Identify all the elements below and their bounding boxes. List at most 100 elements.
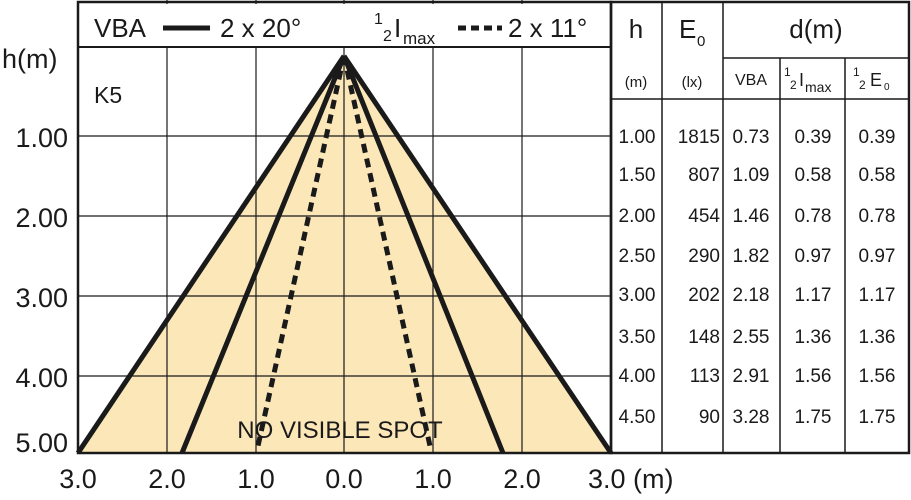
- table-sub-half-i-den: 2: [790, 78, 797, 92]
- cell-e0: 148: [688, 327, 720, 348]
- cell-vba: 2.18: [733, 285, 770, 306]
- table-sub-half-e-base: E: [870, 70, 882, 90]
- table-sub-vba: VBA: [735, 72, 767, 89]
- cell-half-i: 0.97: [795, 246, 832, 267]
- table-sub-half-e-den: 2: [859, 78, 866, 92]
- cell-half-i: 0.39: [795, 127, 832, 148]
- cell-vba: 1.82: [733, 246, 770, 267]
- legend-vba-label: VBA: [94, 13, 147, 43]
- cell-h: 3.50: [619, 327, 656, 348]
- table-row: 2.00 454 1.46 0.78 0.78: [619, 206, 896, 227]
- cell-half-i: 0.78: [795, 206, 832, 227]
- table-frame: [609, 0, 911, 455]
- beam-cones: [75, 0, 614, 455]
- y-tick-label: 3.00: [15, 283, 68, 313]
- half-imax-beam-right: [341, 55, 433, 447]
- x-tick-label: 2.0: [148, 464, 186, 494]
- vba-beam-right: [341, 55, 506, 454]
- table-sub-half-i-base: I: [799, 70, 804, 90]
- table-row: 1.50 807 1.09 0.58 0.58: [619, 165, 896, 186]
- table-header-d: d(m): [789, 14, 842, 44]
- legend-vba-angle: 2 x 20°: [220, 13, 301, 43]
- table-unit-e0: (lx): [682, 74, 703, 91]
- x-tick-label: 3.0: [59, 464, 97, 494]
- cell-h: 4.50: [619, 407, 656, 428]
- cell-half-e: 0.78: [859, 206, 896, 227]
- table-row: 4.50 90 3.28 1.75 1.75: [619, 407, 896, 428]
- table-header-e0-sub: 0: [697, 33, 705, 50]
- table-sub-half-e-sub: 0: [884, 82, 890, 93]
- cell-half-i: 1.17: [795, 285, 832, 306]
- beam-outer-left: [75, 54, 347, 455]
- x-tick-label: 2.0: [503, 464, 541, 494]
- cell-h: 1.00: [619, 127, 656, 148]
- table-sub-half-e-num: 1: [853, 65, 860, 79]
- cell-h: 2.00: [619, 206, 656, 227]
- cell-vba: 3.28: [733, 407, 770, 428]
- cell-e0: 807: [688, 165, 720, 186]
- legend-half-i-num: 1: [374, 11, 383, 28]
- table-header-h: h: [629, 14, 643, 44]
- table-row: 3.50 148 2.55 1.36 1.36: [619, 327, 896, 348]
- table-sub-half-i-sub: max: [805, 79, 831, 95]
- legend-half-i-base: I: [394, 13, 401, 43]
- y-tick-label: 2.00: [15, 203, 68, 233]
- cell-half-e: 1.56: [859, 366, 896, 387]
- beam-outer-right: [341, 54, 614, 455]
- cell-e0: 454: [688, 206, 720, 227]
- x-tick-label-last: 3.0 (m): [588, 464, 674, 494]
- cell-vba: 1.46: [733, 206, 770, 227]
- cell-half-i: 0.58: [795, 165, 832, 186]
- cell-half-e: 0.58: [859, 165, 896, 186]
- vba-beam-left: [179, 55, 347, 454]
- legend-half-i-angle: 2 x 11°: [508, 13, 587, 43]
- cell-half-e: 1.17: [859, 285, 896, 306]
- y-tick-label: 1.00: [15, 123, 68, 153]
- cell-h: 4.00: [619, 366, 656, 387]
- data-table: h E 0 d(m) (m) (lx) VBA 1 2 I max 1 2 E …: [609, 0, 911, 455]
- cell-half-e: 0.97: [859, 246, 896, 267]
- chart-grid: [78, 0, 611, 453]
- cell-vba: 1.09: [733, 165, 770, 186]
- y-axis: h(m) 1.00 2.00 3.00 4.00 5.00: [2, 44, 68, 458]
- cell-half-i: 1.36: [795, 327, 832, 348]
- legend: VBA 2 x 20° 1 2 I max 2 x 11°: [94, 11, 587, 48]
- y-tick-label: 4.00: [15, 363, 68, 393]
- table-row: 2.50 290 1.82 0.97 0.97: [619, 246, 896, 267]
- cell-vba: 0.73: [733, 127, 770, 148]
- cell-half-e: 1.75: [859, 407, 896, 428]
- legend-half-i-sub: max: [403, 29, 436, 48]
- cell-e0: 202: [688, 285, 720, 306]
- cell-h: 1.50: [619, 165, 656, 186]
- cell-h: 2.50: [619, 246, 656, 267]
- cell-e0: 113: [690, 366, 720, 387]
- no-visible-spot-annotation: NO VISIBLE SPOT: [237, 417, 443, 444]
- table-sub-half-i-num: 1: [784, 65, 791, 79]
- x-tick-label: 1.0: [237, 464, 275, 494]
- cell-half-i: 1.75: [795, 407, 832, 428]
- cell-h: 3.00: [619, 285, 656, 306]
- cell-vba: 2.91: [733, 366, 770, 387]
- x-tick-label: 0.0: [325, 464, 363, 494]
- cell-half-e: 0.39: [859, 127, 896, 148]
- cell-half-i: 1.56: [795, 366, 832, 387]
- table-unit-h: (m): [625, 74, 648, 91]
- table-row: 1.00 1815 0.73 0.39 0.39: [619, 127, 896, 148]
- table-row: 4.00 113 2.91 1.56 1.56: [619, 366, 896, 387]
- cell-e0: 90: [699, 407, 720, 428]
- x-axis: 3.0 2.0 1.0 0.0 1.0 2.0 3.0 (m): [59, 464, 673, 494]
- y-axis-label: h(m): [2, 44, 58, 74]
- table-header-e0-base: E: [679, 14, 696, 44]
- table-row: 3.00 202 2.18 1.17 1.17: [619, 285, 896, 306]
- cell-e0: 1815: [678, 127, 720, 148]
- legend-background: [80, 4, 609, 46]
- legend-half-i-den: 2: [383, 28, 392, 45]
- y-tick-label: 5.00: [15, 428, 68, 458]
- lamp-code: K5: [94, 82, 122, 108]
- cell-half-e: 1.36: [859, 327, 896, 348]
- cell-e0: 290: [688, 246, 720, 267]
- x-tick-label: 1.0: [414, 464, 452, 494]
- cell-vba: 2.55: [733, 327, 770, 348]
- half-imax-beam-left: [255, 55, 347, 447]
